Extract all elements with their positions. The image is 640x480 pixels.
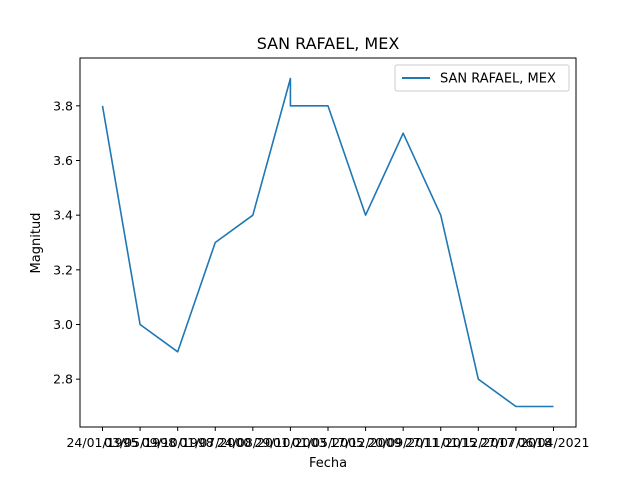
x-tick-label: 27/07/2018 [480, 435, 552, 450]
series-line [101, 77, 554, 408]
y-axis: 2.8 3.0 3.2 3.4 3.6 3.8 [53, 98, 80, 387]
legend-entry: SAN RAFAEL, MEX [440, 72, 556, 87]
x-tick-label: 01/07/2000 [179, 435, 251, 450]
x-tick-label: 09/10/1998 [142, 435, 214, 450]
x-axis-label: Fecha [309, 456, 347, 471]
x-tick-label: 24/01/1995 [66, 435, 138, 450]
y-tick-label: 3.2 [53, 262, 73, 277]
x-tick-label: 27/11/2015 [405, 435, 477, 450]
x-axis: 24/01/199503/05/199809/10/199801/07/2000… [66, 427, 590, 450]
y-tick-label: 2.8 [53, 372, 73, 387]
y-tick-label: 3.0 [53, 317, 73, 332]
plot-area [79, 57, 577, 428]
legend-box [394, 64, 570, 92]
y-tick-label: 3.8 [53, 98, 73, 113]
x-tick-label: 01/05/2005 [292, 435, 364, 450]
y-tick-label: 3.6 [53, 153, 73, 168]
x-tick-label: 20/09/2011 [367, 435, 439, 450]
y-tick-label: 3.4 [53, 208, 73, 223]
chart-title: SAN RAFAEL, MEX [257, 34, 400, 53]
x-tick-label: 06/04/2021 [517, 435, 589, 450]
y-axis-label: Magnitud [29, 213, 44, 274]
x-tick-label: 24/08/2001 [217, 435, 289, 450]
legend: SAN RAFAEL, MEX [394, 64, 570, 92]
x-tick-label: 29/10/2003 [254, 435, 326, 450]
x-tick-label: 17/12/2009 [330, 435, 402, 450]
x-tick-label: 01/12/2017 [442, 435, 514, 450]
series-lines [101, 77, 554, 408]
x-tick-label: 03/05/1998 [104, 435, 176, 450]
